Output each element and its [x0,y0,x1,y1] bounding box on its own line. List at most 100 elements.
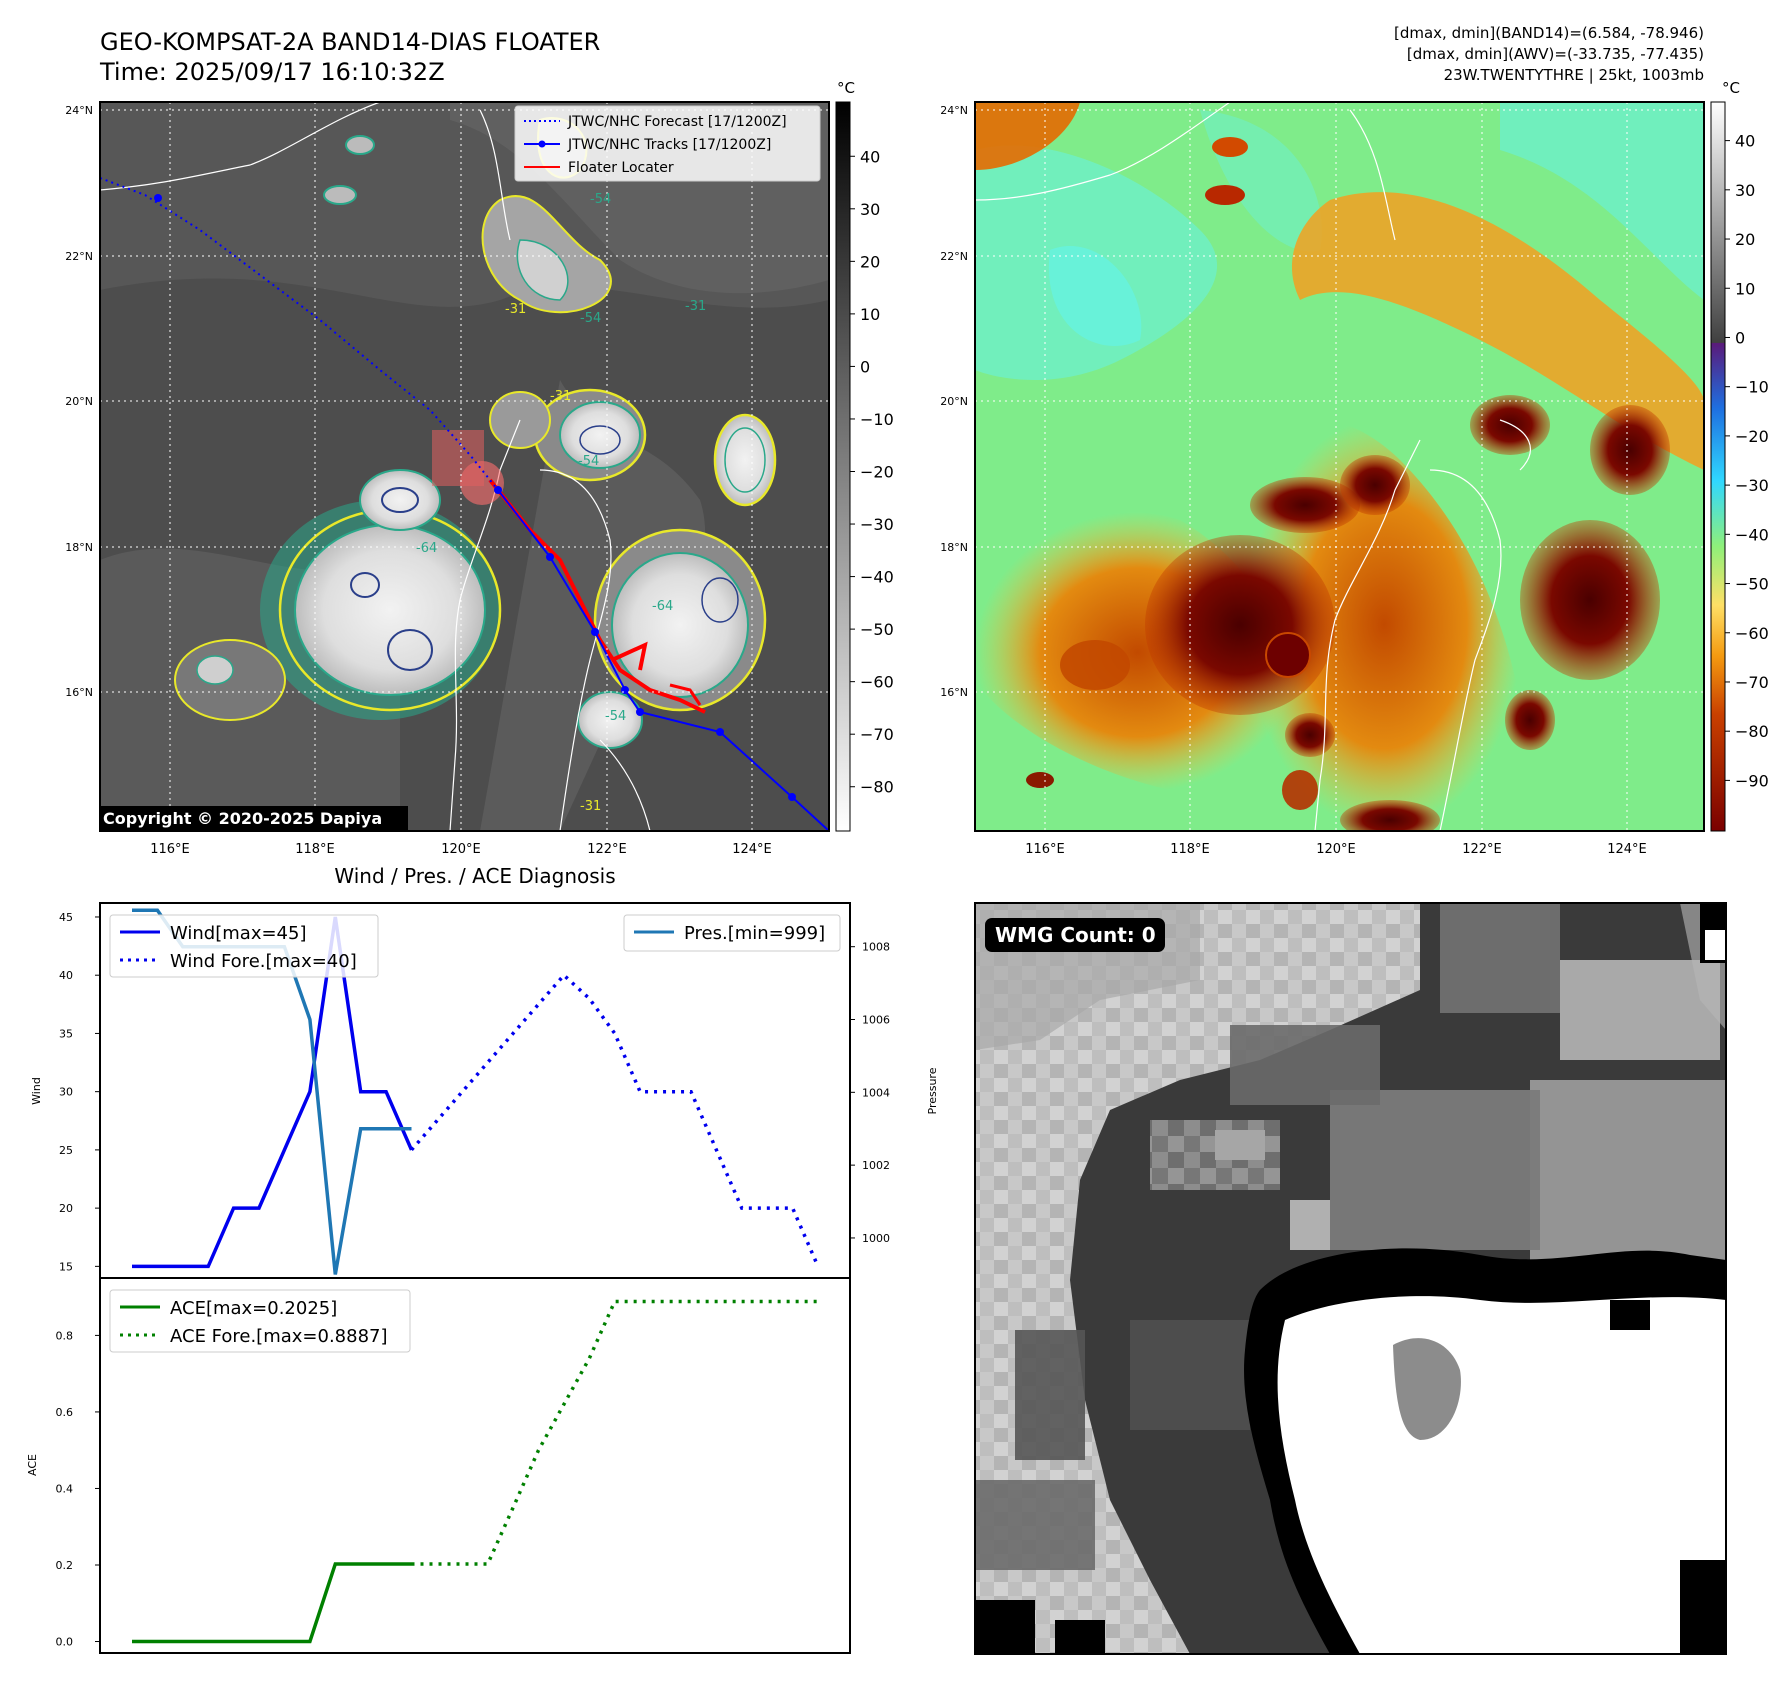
core-east [1520,520,1660,680]
pressure-tick-label: 1006 [862,1014,890,1027]
ace-tick-label: 0.6 [56,1406,74,1419]
right-colorbar-tick-label: 40 [1735,132,1755,151]
left-colorbar-tick-label: 10 [860,305,880,324]
legend-locater: Floater Locater [568,160,674,176]
left-colorbar-tick-label: −20 [860,463,894,482]
coastlines [100,102,651,831]
ace-tick-label: 0.0 [56,1636,74,1649]
wind-tick-label: 40 [59,969,73,982]
svg-text:116°E: 116°E [1025,842,1065,857]
figure-time: Time: 2025/09/17 16:10:32Z [99,58,445,86]
left-colorbar-tick-label: −60 [860,673,894,692]
contour-labels: -54 -54 -31 -31 -54 -64 -64 -31 -31 -54 [416,192,706,814]
right-colorbar-tick-label: −70 [1735,673,1769,692]
left-lon-labels: 116°E 118°E 120°E 122°E 124°E [150,842,772,857]
left-map-legend: JTWC/NHC Forecast [17/1200Z] JTWC/NHC Tr… [514,105,821,182]
right-colorbar-tick-label: −60 [1735,624,1769,643]
wind-tick-label: 45 [59,911,73,924]
svg-text:-54: -54 [605,709,626,724]
right-colorbar-tick-label: 30 [1735,181,1755,200]
wmg-count-label: WMG Count: 0 [995,923,1156,947]
floater-box [432,430,484,486]
series-wind-max [132,916,414,1269]
figure-title: GEO-KOMPSAT-2A BAND14-DIAS FLOATER [100,28,600,56]
cloud-north-west [359,469,441,531]
stats-storm: 23W.TWENTYTHRE | 25kt, 1003mb [1444,66,1704,84]
pressure-legend: Pres.[min=999] [623,914,841,952]
svg-text:-64: -64 [652,599,673,614]
ace-axis-label: ACE [26,1454,39,1476]
svg-text:-31: -31 [550,389,571,404]
left-colorbar-tick-label: 40 [860,147,880,166]
right-colorbar-tick-label: −50 [1735,575,1769,594]
stats-band14: [dmax, dmin](BAND14)=(6.584, -78.946) [1394,24,1704,42]
ace-tick-label: 0.8 [56,1329,74,1342]
legend-ace: ACE[max=0.2025] [170,1298,337,1319]
right-colorbar-tick-label: 20 [1735,230,1755,249]
right-awv-map [974,101,1705,832]
left-colorbar-tick-label: 20 [860,252,880,271]
right-colorbar-tick-label: −80 [1735,722,1769,741]
left-colorbar-tick-label: −40 [860,568,894,587]
svg-text:24°N: 24°N [940,104,968,117]
wind-tick-label: 30 [59,1086,73,1099]
series-wind-fore-max [410,972,820,1268]
left-colorbar-tick-label: −10 [860,410,894,429]
right-colorbar-tick-label: 10 [1735,279,1755,298]
svg-text:-64: -64 [416,541,437,556]
svg-text:-54: -54 [578,454,599,469]
wind-pressure-chart: Wind Pressure 15 20 25 30 35 40 45 1000 1002 1004… [30,902,939,1279]
cloud-west [174,500,502,721]
right-colorbar-tick-label: −30 [1735,476,1769,495]
wind-axis-label: Wind [30,1077,43,1105]
svg-text:-31: -31 [580,799,601,814]
legend-wind: Wind[max=45] [170,923,307,944]
ace-tick-label: 0.4 [56,1482,74,1495]
pressure-tick-label: 1000 [862,1232,890,1245]
right-graticule [975,102,1704,831]
right-colorbar-tick-label: −20 [1735,427,1769,446]
wind-tick-label: 20 [59,1202,73,1215]
series-ace-max [132,1562,412,1644]
svg-text:118°E: 118°E [295,842,335,857]
ace-chart: ACE 0.0 0.2 0.4 0.6 0.8 ACE[max=0.2025] ACE … [26,1277,851,1654]
cloud-east [577,413,777,749]
legend-forecast: JTWC/NHC Forecast [17/1200Z] [567,114,787,130]
svg-text:122°E: 122°E [1462,842,1502,857]
svg-text:22°N: 22°N [940,250,968,263]
left-lat-labels: 24°N 22°N 20°N 18°N 16°N [65,104,93,699]
right-colorbar: °C 40 30 20 10 0 −10 −20 −30 −40 −50 −60 −70 −80 −90 [1710,79,1769,832]
left-colorbar-tick-label: −70 [860,725,894,744]
wind-legend: Wind[max=45] Wind Fore.[max=40] [109,914,379,978]
wmg-panel: WMG Count: 0 [974,902,1727,1655]
legend-pressure: Pres.[min=999] [684,923,825,944]
svg-text:18°N: 18°N [940,541,968,554]
svg-text:16°N: 16°N [65,686,93,699]
left-colorbar-unit: °C [837,79,855,97]
pressure-tick-label: 1002 [862,1159,890,1172]
ace-legend: ACE[max=0.2025] ACE Fore.[max=0.8887] [109,1289,411,1353]
jtwc-best-track [497,489,829,831]
left-ir-map: -54 -54 -31 -31 -54 -64 -64 -31 -31 -54 … [99,101,830,832]
right-colorbar-tick-label: −10 [1735,378,1769,397]
right-lat-labels: 24°N 22°N 20°N 18°N 16°N [940,104,968,699]
diagnosis-title: Wind / Pres. / ACE Diagnosis [334,864,615,888]
svg-text:118°E: 118°E [1170,842,1210,857]
left-colorbar-tick-label: −30 [860,515,894,534]
copyright-label: Copyright © 2020-2025 Dapiya [103,809,382,828]
left-colorbar-tick-label: −50 [860,620,894,639]
svg-text:22°N: 22°N [65,250,93,263]
right-lon-labels: 116°E 118°E 120°E 122°E 124°E [1025,842,1647,857]
wind-tick-label: 15 [59,1260,73,1273]
pressure-tick-label: 1004 [862,1086,890,1099]
svg-text:124°E: 124°E [1607,842,1647,857]
legend-tracks: JTWC/NHC Tracks [17/1200Z] [567,137,771,153]
svg-text:24°N: 24°N [65,104,93,117]
right-colorbar-unit: °C [1722,79,1740,97]
legend-wind-forecast: Wind Fore.[max=40] [170,951,357,972]
svg-text:-31: -31 [505,302,526,317]
svg-text:124°E: 124°E [732,842,772,857]
right-colorbar-tick-label: −90 [1735,771,1769,790]
core-west [1145,535,1335,715]
